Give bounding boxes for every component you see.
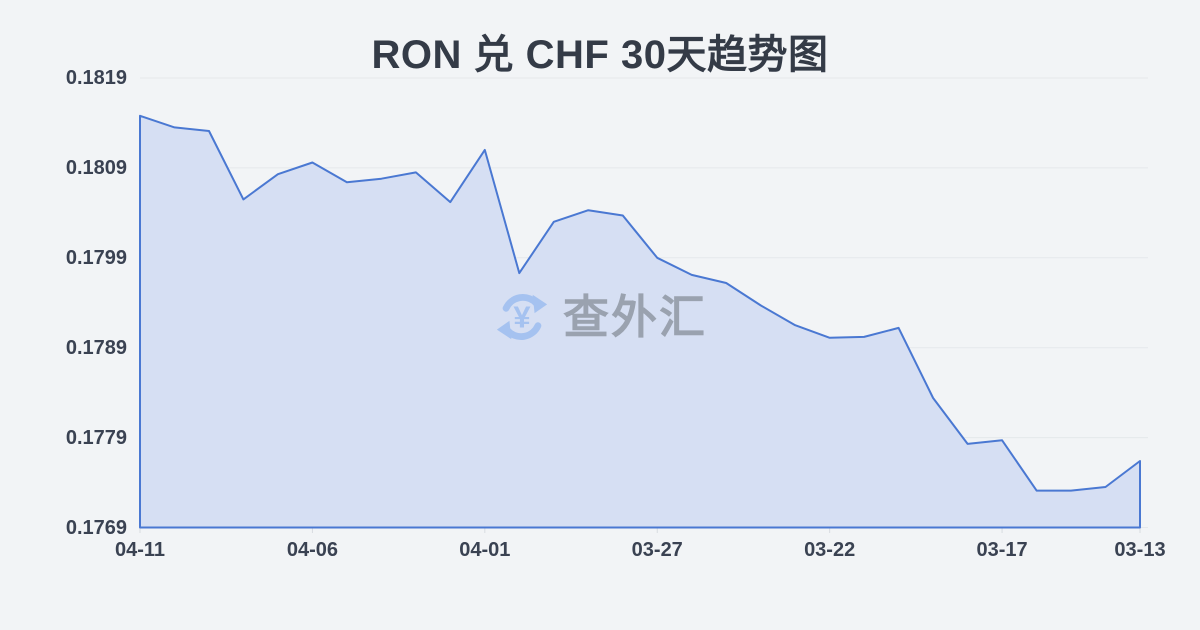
x-axis-label: 03-13: [1114, 539, 1166, 561]
x-axis-label: 04-11: [114, 539, 166, 561]
trend-area-series: [139, 114, 1141, 529]
x-axis-label: 04-01: [459, 539, 511, 561]
x-axis-label: 04-06: [286, 539, 338, 561]
x-axis-label: 03-17: [976, 539, 1028, 561]
y-axis-label: 0.1789: [65, 336, 127, 359]
y-axis-label: 0.1819: [65, 67, 127, 89]
y-axis-label: 0.1769: [65, 516, 127, 539]
chart-title: RON 兑 CHF 30天趋势图: [371, 33, 829, 77]
y-axis-label: 0.1779: [65, 426, 127, 449]
x-axis-label: 03-27: [631, 539, 683, 561]
y-axis-label: 0.1809: [65, 156, 127, 179]
y-axis-label: 0.1799: [65, 246, 127, 269]
x-axis-label: 03-22: [804, 539, 856, 561]
